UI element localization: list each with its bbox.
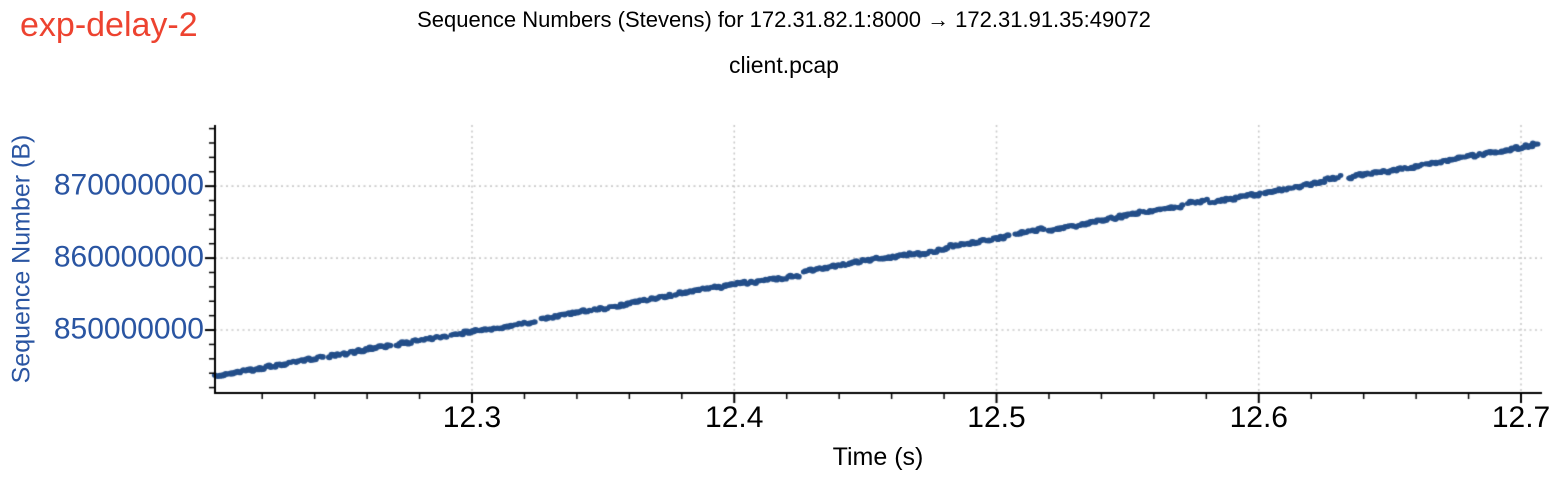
y-tick-label: 860000000: [53, 240, 204, 274]
x-tick-label: 12.4: [705, 401, 764, 434]
x-tick-label: 12.6: [1229, 401, 1288, 434]
x-tick-label: 12.5: [967, 401, 1026, 434]
x-tick-label: 12.3: [442, 401, 502, 434]
x-tick-label: 12.7: [1491, 401, 1551, 434]
y-tick-label: 870000000: [53, 168, 204, 202]
y-tick-label: 850000000: [53, 312, 204, 346]
